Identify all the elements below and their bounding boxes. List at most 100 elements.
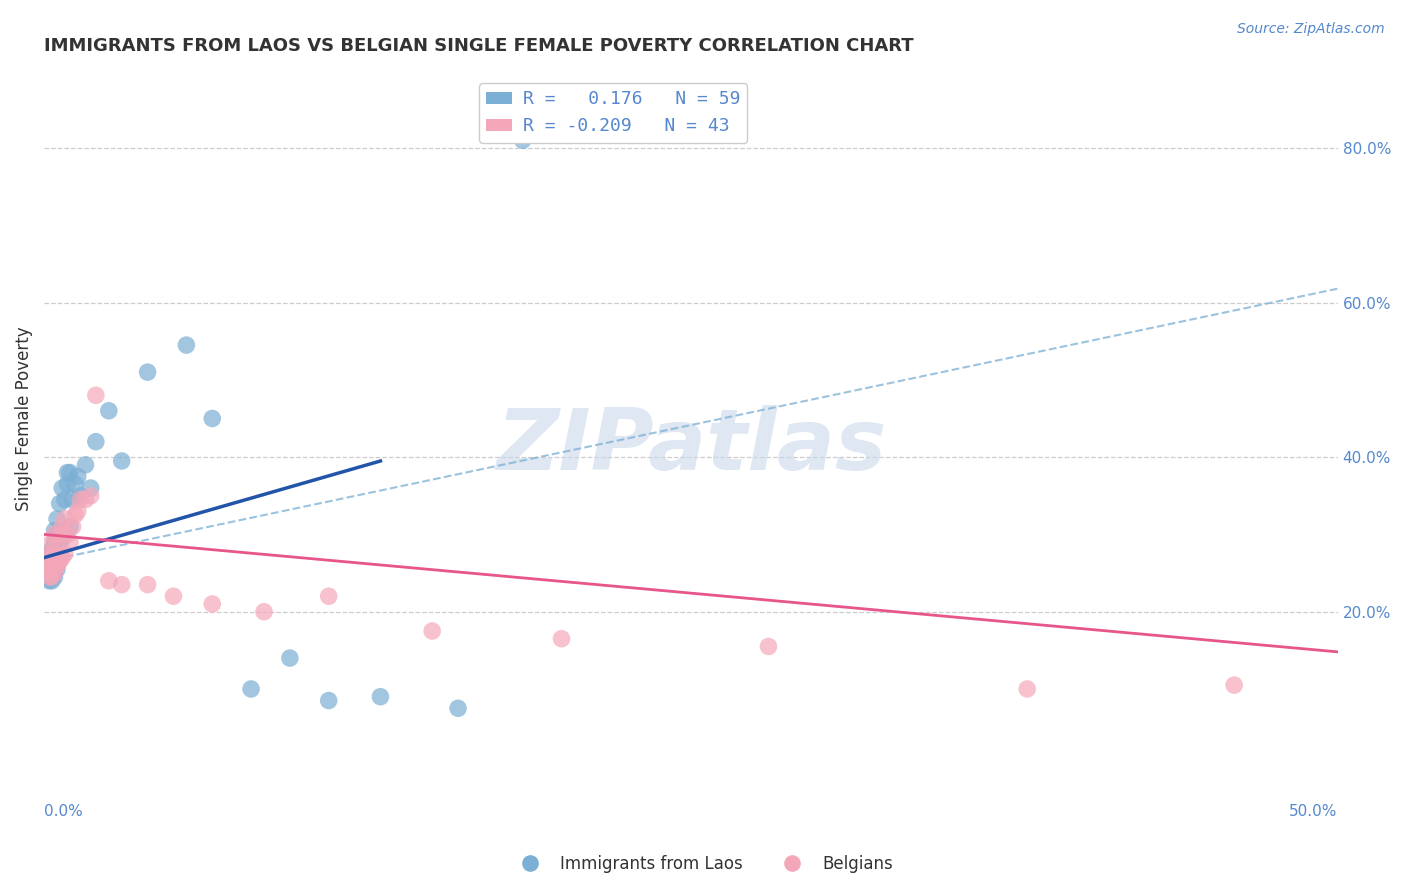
- Point: [41, 542, 63, 557]
- Point: [1017, 681, 1039, 696]
- Point: [447, 701, 470, 715]
- Point: [38, 554, 60, 568]
- Point: [69, 489, 91, 503]
- Point: [56, 466, 79, 480]
- Point: [38, 562, 60, 576]
- Point: [420, 624, 443, 638]
- Point: [38, 547, 60, 561]
- Point: [38, 558, 60, 573]
- Y-axis label: Single Female Poverty: Single Female Poverty: [15, 326, 32, 511]
- Point: [51, 550, 73, 565]
- Legend: Immigrants from Laos, Belgians: Immigrants from Laos, Belgians: [506, 848, 900, 880]
- Point: [136, 577, 159, 591]
- Point: [253, 605, 276, 619]
- Point: [97, 574, 120, 588]
- Point: [44, 547, 66, 561]
- Point: [318, 589, 340, 603]
- Point: [53, 524, 76, 538]
- Text: Source: ZipAtlas.com: Source: ZipAtlas.com: [1237, 22, 1385, 37]
- Point: [75, 492, 97, 507]
- Point: [370, 690, 392, 704]
- Point: [63, 508, 86, 522]
- Legend: R =   0.176   N = 59, R = -0.209   N = 43: R = 0.176 N = 59, R = -0.209 N = 43: [479, 83, 748, 143]
- Point: [62, 519, 84, 533]
- Text: 0.0%: 0.0%: [44, 805, 83, 820]
- Point: [41, 535, 63, 549]
- Point: [176, 338, 198, 352]
- Point: [56, 477, 79, 491]
- Point: [201, 411, 224, 425]
- Text: 50.0%: 50.0%: [1289, 805, 1337, 820]
- Point: [46, 539, 69, 553]
- Point: [758, 640, 780, 654]
- Point: [38, 570, 60, 584]
- Point: [79, 481, 101, 495]
- Point: [35, 570, 58, 584]
- Point: [35, 550, 58, 565]
- Point: [35, 547, 58, 561]
- Point: [79, 489, 101, 503]
- Point: [111, 454, 134, 468]
- Point: [53, 547, 76, 561]
- Point: [48, 554, 70, 568]
- Point: [38, 558, 60, 573]
- Point: [53, 512, 76, 526]
- Point: [59, 466, 82, 480]
- Point: [46, 550, 69, 565]
- Point: [44, 547, 66, 561]
- Point: [46, 542, 69, 557]
- Point: [41, 562, 63, 576]
- Text: ZIPatlas: ZIPatlas: [496, 405, 886, 488]
- Point: [550, 632, 572, 646]
- Point: [44, 570, 66, 584]
- Point: [38, 547, 60, 561]
- Point: [84, 434, 107, 449]
- Point: [48, 550, 70, 565]
- Point: [38, 550, 60, 565]
- Point: [1223, 678, 1246, 692]
- Point: [46, 527, 69, 541]
- Point: [44, 527, 66, 541]
- Point: [48, 535, 70, 549]
- Point: [66, 504, 89, 518]
- Point: [44, 566, 66, 580]
- Point: [44, 524, 66, 538]
- Point: [84, 388, 107, 402]
- Point: [41, 574, 63, 588]
- Point: [38, 566, 60, 580]
- Point: [48, 527, 70, 541]
- Point: [38, 574, 60, 588]
- Point: [41, 562, 63, 576]
- Point: [51, 519, 73, 533]
- Point: [46, 558, 69, 573]
- Point: [35, 566, 58, 580]
- Point: [62, 492, 84, 507]
- Point: [35, 558, 58, 573]
- Point: [38, 570, 60, 584]
- Point: [63, 477, 86, 491]
- Point: [48, 496, 70, 510]
- Point: [136, 365, 159, 379]
- Point: [41, 558, 63, 573]
- Point: [51, 531, 73, 545]
- Point: [59, 535, 82, 549]
- Point: [240, 681, 263, 696]
- Point: [162, 589, 184, 603]
- Point: [111, 577, 134, 591]
- Point: [69, 492, 91, 507]
- Point: [75, 458, 97, 472]
- Point: [44, 558, 66, 573]
- Point: [44, 554, 66, 568]
- Point: [201, 597, 224, 611]
- Point: [41, 570, 63, 584]
- Point: [278, 651, 301, 665]
- Point: [512, 133, 534, 147]
- Point: [66, 469, 89, 483]
- Point: [41, 554, 63, 568]
- Point: [41, 566, 63, 580]
- Point: [51, 481, 73, 495]
- Point: [46, 562, 69, 576]
- Point: [44, 562, 66, 576]
- Point: [35, 562, 58, 576]
- Point: [59, 519, 82, 533]
